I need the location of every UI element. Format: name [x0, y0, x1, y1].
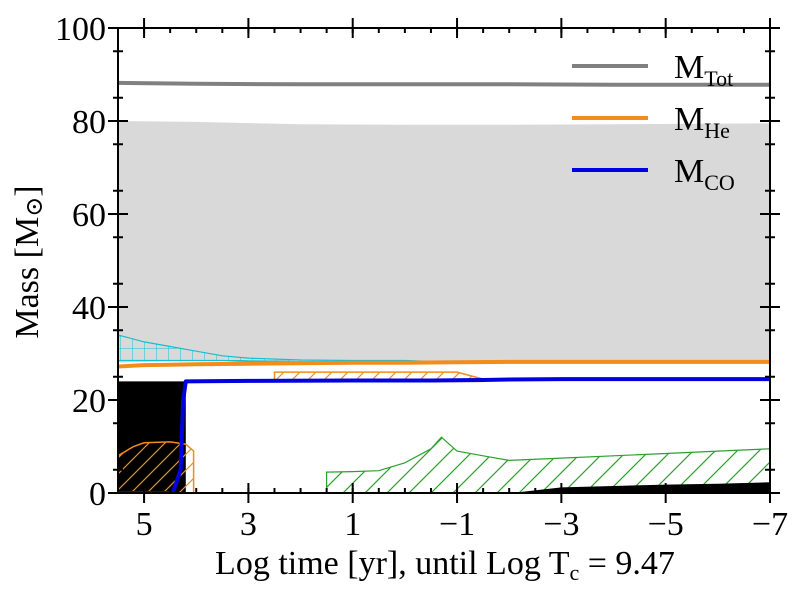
- y-axis-label: Mass [M⊙]: [9, 185, 48, 338]
- x-tick-label: 1: [344, 506, 361, 543]
- legend-label-he: MHe: [674, 101, 730, 143]
- x-tick-label: 3: [240, 506, 257, 543]
- x-axis-label: Log time [yr], until Log Tc = 9.47: [215, 545, 675, 585]
- x-tick-label: −1: [439, 506, 475, 543]
- axis-ticks: [108, 18, 780, 503]
- y-tick-label: 20: [72, 383, 106, 420]
- series-line-co: [118, 377, 770, 493]
- y-tick-label: 80: [72, 104, 106, 141]
- region-convective-envelope: [118, 121, 770, 363]
- series-line-tot: [118, 80, 770, 87]
- x-tick-label: −7: [752, 506, 788, 543]
- x-tick-label: −3: [543, 506, 579, 543]
- y-tick-label: 60: [72, 197, 106, 234]
- region-orange-hatched-core: [118, 441, 195, 493]
- y-tick-label: 0: [89, 476, 106, 513]
- plot-frame: [117, 27, 771, 494]
- region-green-hatched: [326, 436, 770, 493]
- y-tick-label: 40: [72, 290, 106, 327]
- series-line-he: [118, 359, 770, 369]
- plot-area: [118, 80, 770, 493]
- legend-label-co: MCO: [674, 153, 735, 195]
- axes-frame: [117, 27, 771, 494]
- legend-label-tot: MTot: [674, 49, 733, 91]
- tick-labels: 5 3 1 −1 −3 −5 −7 0 20 40 60 80 100: [55, 11, 788, 543]
- region-shell-core: [519, 482, 770, 493]
- x-tick-label: −5: [648, 506, 684, 543]
- x-tick-label: 5: [136, 506, 153, 543]
- legend: MTot MHe MCO: [572, 49, 735, 195]
- y-tick-label: 100: [55, 11, 106, 48]
